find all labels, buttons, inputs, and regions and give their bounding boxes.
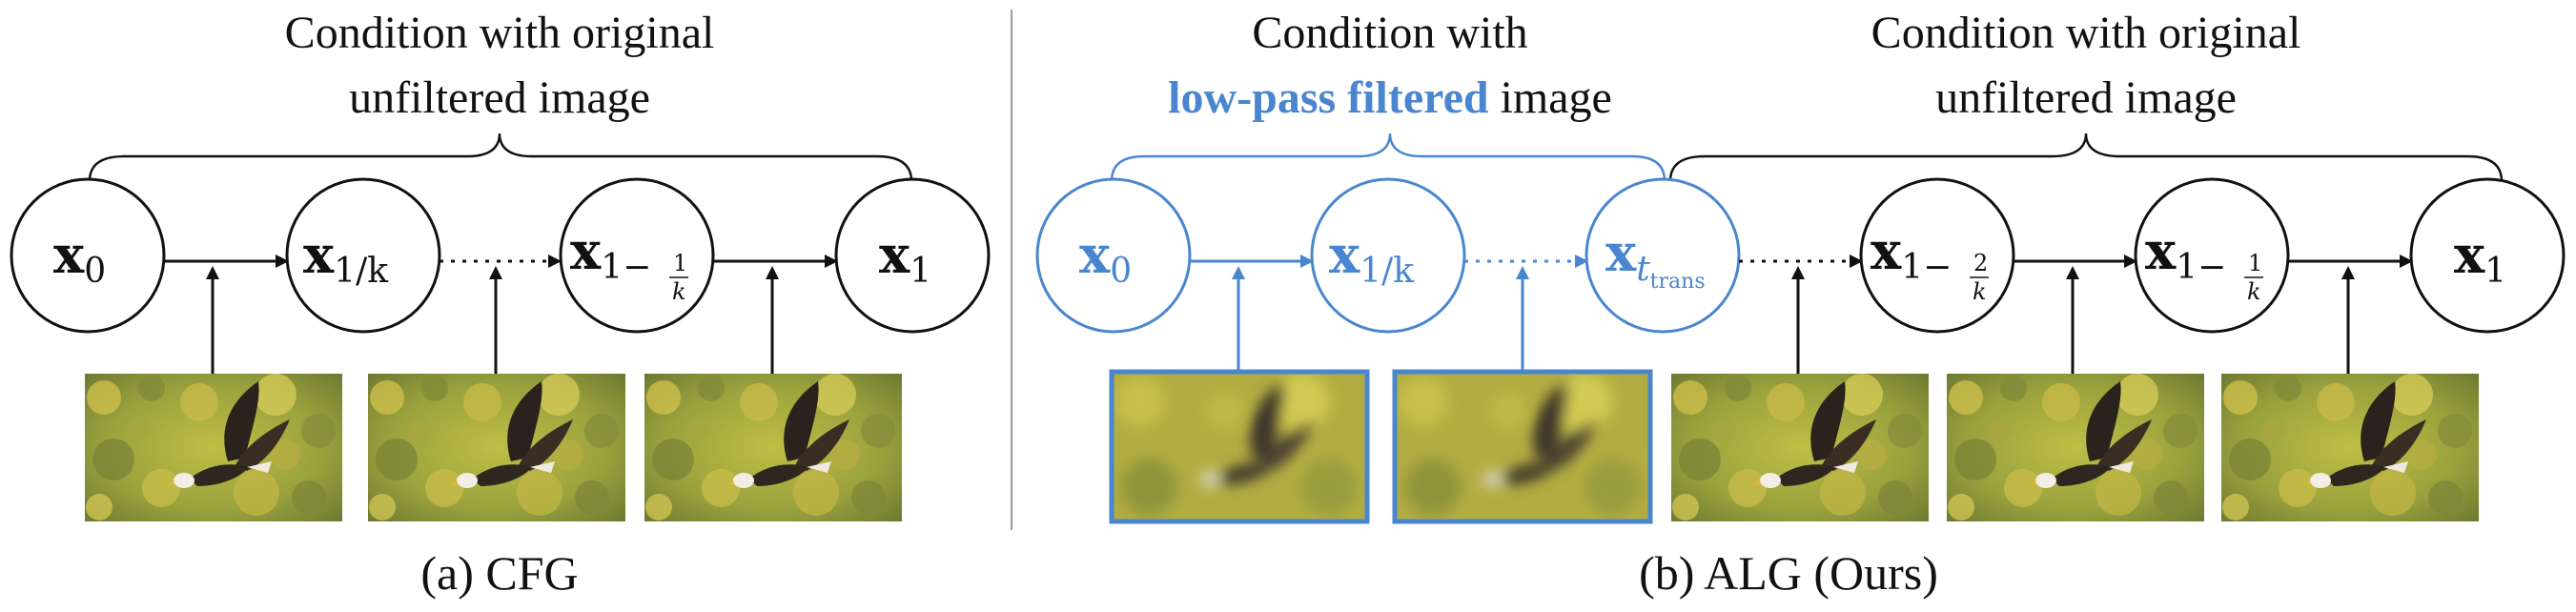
alg-panel: Condition with low-pass filtered image C… (1035, 8, 2566, 600)
alg-node-x1-1k-frac-num: 1 (2248, 250, 2262, 276)
alg-caption: (b) ALG (Ours) (1639, 546, 1938, 600)
cfg-heading-line2: unfiltered image (349, 72, 650, 123)
cfg-panel: Condition with original unfiltered image… (10, 8, 991, 600)
cfg-node-x0 (10, 177, 166, 334)
cfg-node-x1-1k-label: x1− (570, 220, 651, 287)
alg-node-x1-2k-frac-den: k (1973, 278, 1987, 305)
cfg-condition-image-2 (368, 374, 625, 521)
cfg-node-x0-label: x0 (53, 224, 106, 291)
alg-brace-right (1668, 133, 2504, 182)
alg-condition-image-3 (1671, 374, 1929, 521)
alg-heading-right-line1: Condition with original (1871, 8, 2301, 58)
alg-condition-image-4 (1947, 374, 2204, 521)
cfg-heading-line1: Condition with original (285, 8, 715, 58)
alg-blurred-image-2 (1395, 374, 1650, 520)
cfg-condition-image-1 (85, 374, 342, 521)
alg-node-x1-2k-label: x1− (1871, 220, 1952, 287)
alg-condition-image-5 (2221, 374, 2479, 521)
alg-node-x0 (1035, 177, 1192, 334)
cfg-node-x1-1k-frac-den: k (672, 278, 686, 305)
cfg-node-x1-1k-frac-num: 1 (673, 250, 687, 276)
alg-node-x1-1k-label: x1− (2145, 220, 2226, 287)
alg-node-xttrans-label: xttrans (1605, 222, 1706, 294)
cfg-node-x1-label: x1 (879, 224, 931, 291)
cfg-condition-image-3 (644, 374, 902, 521)
cfg-caption: (a) CFG (420, 546, 578, 600)
alg-blurred-image-2-border (1392, 369, 1653, 524)
alg-blurred-image-1-border (1109, 369, 1370, 524)
cfg-node-x1k-label: x1/k (303, 224, 389, 291)
alg-heading-left-line1: Condition with (1252, 8, 1527, 58)
alg-node-x1-1k-frac-den: k (2247, 278, 2261, 305)
alg-blurred-image-1 (1112, 374, 1367, 520)
alg-node-x1-2k-frac-num: 2 (1973, 250, 1988, 276)
alg-node-x1-label: x1 (2454, 224, 2506, 291)
alg-heading-right-line2: unfiltered image (1935, 72, 2237, 123)
cfg-brace (88, 133, 913, 182)
alg-heading-left-line2: low-pass filtered image (1168, 72, 1612, 123)
alg-brace-left (1110, 133, 1666, 182)
alg-node-x0-label: x0 (1079, 224, 1132, 291)
alg-node-x1k-label: x1/k (1329, 224, 1415, 291)
